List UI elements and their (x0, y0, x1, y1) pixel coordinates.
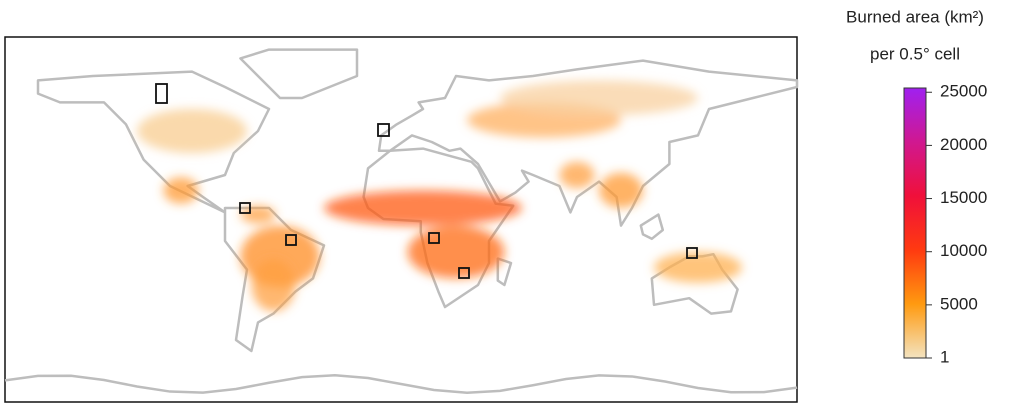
colorbar-tick-label: 20000 (940, 135, 987, 154)
legend-title: Burned area (km²) (846, 7, 984, 26)
colorbar (903, 87, 927, 359)
colorbar-tick-label: 10000 (940, 241, 987, 260)
site-box (686, 247, 698, 259)
site-box (428, 232, 440, 244)
greenland (239, 48, 359, 100)
burn-patch (137, 109, 247, 153)
borneo (639, 213, 665, 241)
legend-subtitle: per 0.5° cell (870, 44, 960, 63)
burn-patch (407, 225, 505, 279)
site-box (239, 202, 251, 214)
burned-area (137, 80, 742, 312)
colorbar-tick-label: 15000 (940, 188, 987, 207)
burn-patch (240, 205, 276, 224)
study-sites (155, 83, 698, 279)
antarctica (4, 373, 798, 395)
madagascar (496, 257, 513, 287)
colorbar-tick-label: 1 (940, 347, 949, 366)
site-box (377, 123, 390, 137)
burn-patch (559, 161, 595, 189)
colorbar-tick-label: 5000 (940, 294, 978, 313)
site-box (155, 83, 168, 104)
burn-patch (599, 172, 643, 208)
burn-patch (163, 177, 199, 204)
burn-patch (324, 190, 522, 226)
burn-patch (500, 80, 698, 116)
colorbar-tick-label: 25000 (940, 82, 987, 101)
site-box (458, 267, 470, 279)
burn-patch (654, 252, 742, 283)
burn-patch (251, 258, 296, 312)
site-box (285, 234, 297, 246)
